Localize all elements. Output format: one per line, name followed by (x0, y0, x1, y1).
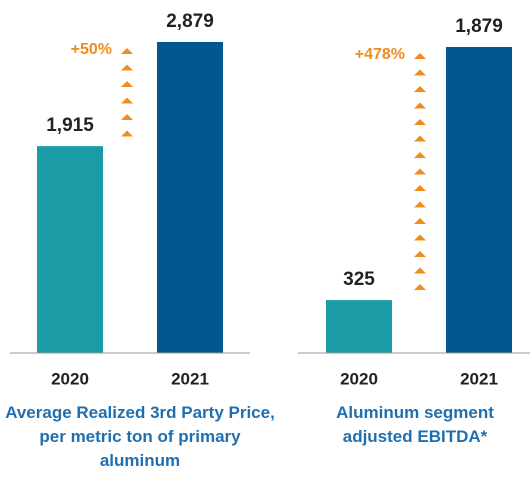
arrow-head (414, 284, 426, 290)
arrow-head (414, 135, 426, 142)
x-tick-label: 2021 (460, 369, 498, 388)
arrow-head (121, 130, 133, 137)
arrow-head (414, 102, 426, 109)
arrow-head (121, 48, 133, 54)
arrow-head (414, 201, 426, 208)
arrow-head (414, 185, 426, 191)
value-label: 2,879 (166, 11, 214, 32)
arrow-head (121, 64, 133, 71)
arrow-head (121, 81, 133, 87)
value-label: 1,879 (455, 16, 503, 37)
bar (157, 42, 223, 353)
arrow-head (414, 218, 426, 224)
bar (446, 47, 512, 353)
bar (37, 146, 103, 353)
arrow-head (121, 114, 133, 120)
x-tick-label: 2021 (171, 369, 209, 388)
arrow-head (121, 97, 133, 104)
arrow-head (414, 267, 426, 274)
bar (326, 300, 392, 353)
arrow-head (414, 86, 426, 92)
x-tick-label: 2020 (340, 369, 378, 388)
x-tick-label: 2020 (51, 369, 89, 388)
value-label: 325 (343, 269, 375, 290)
arrow-head (414, 152, 426, 158)
arrow-head (414, 251, 426, 257)
chart-title: Average Realized 3rd Party Price, per me… (5, 403, 275, 470)
annotation: +478% (355, 46, 405, 63)
value-label: 1,915 (46, 115, 94, 136)
arrow-head (414, 168, 426, 175)
chart-title: Aluminum segment adjusted EBITDA* (336, 403, 494, 446)
annotation: +50% (71, 41, 112, 58)
arrow-head (414, 69, 426, 76)
arrow-head (414, 119, 426, 125)
arrow-head (414, 53, 426, 59)
arrow-head (414, 234, 426, 241)
